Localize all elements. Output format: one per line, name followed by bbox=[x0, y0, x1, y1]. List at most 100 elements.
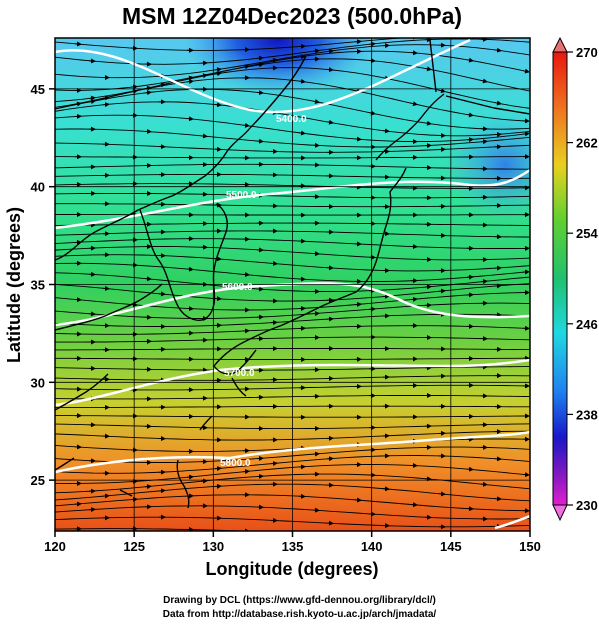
y-tick-label: 30 bbox=[31, 375, 45, 390]
streamline-arrow bbox=[480, 481, 488, 487]
cold-core bbox=[183, 38, 373, 95]
streamline-arrow bbox=[144, 90, 152, 96]
streamline-arrow bbox=[102, 102, 110, 108]
colorbar-tick-label: 230 bbox=[576, 498, 598, 513]
streamline-arrow bbox=[102, 493, 110, 499]
streamline-arrow bbox=[537, 92, 543, 93]
x-tick-label: 120 bbox=[44, 539, 66, 554]
streamline bbox=[55, 142, 530, 153]
contour-5700 bbox=[55, 358, 530, 407]
contour-labels: 5400.0 5500.0 5600.0 5700.0 5800.0 bbox=[220, 114, 307, 469]
streamline-arrow bbox=[382, 128, 390, 134]
colorbar-top-arrow bbox=[552, 36, 568, 53]
streamline-arrow bbox=[480, 139, 488, 145]
streamline-arrow bbox=[298, 130, 306, 136]
streamline bbox=[55, 262, 530, 282]
streamline bbox=[55, 366, 530, 371]
streamline-arrow bbox=[256, 138, 264, 144]
streamline-arrow bbox=[326, 48, 334, 54]
streamline bbox=[55, 415, 530, 418]
streamline-arrow bbox=[438, 288, 446, 294]
streamline bbox=[55, 38, 408, 51]
streamline bbox=[55, 173, 530, 179]
streamline bbox=[55, 230, 530, 238]
streamline-arrow bbox=[186, 75, 194, 81]
streamline bbox=[55, 58, 530, 102]
streamline-arrow bbox=[256, 90, 264, 96]
streamline-arrow bbox=[410, 50, 418, 56]
y-axis: 25 30 35 40 45 bbox=[31, 82, 55, 488]
streamline-arrow bbox=[270, 57, 278, 63]
streamline-arrow bbox=[424, 284, 432, 290]
streamline-arrow bbox=[326, 67, 334, 73]
colorbar-tick-label: 246 bbox=[576, 317, 598, 332]
streamline bbox=[55, 246, 530, 261]
streamline bbox=[55, 88, 530, 130]
streamline-arrow bbox=[312, 48, 320, 54]
streamline bbox=[55, 516, 530, 528]
coastlines bbox=[55, 39, 530, 509]
streamline-arrow bbox=[88, 99, 96, 105]
streamline-arrow bbox=[382, 486, 390, 492]
streamline-arrow bbox=[312, 99, 320, 104]
colorbar-tick-label: 262 bbox=[576, 136, 598, 151]
streamline-arrow bbox=[200, 133, 208, 139]
x-tick-label: 140 bbox=[361, 539, 383, 554]
streamline-arrow bbox=[214, 102, 222, 108]
streamline bbox=[55, 101, 530, 137]
streamline-arrow bbox=[256, 55, 264, 61]
contour-label-5800: 5800.0 bbox=[220, 458, 251, 469]
streamline-arrow bbox=[158, 82, 166, 88]
streamline-arrow bbox=[537, 136, 543, 137]
streamline bbox=[55, 50, 530, 91]
streamline bbox=[55, 203, 530, 208]
x-tick-label: 135 bbox=[282, 539, 304, 554]
streamline bbox=[55, 494, 530, 512]
streamline-arrow bbox=[158, 488, 166, 494]
streamline bbox=[55, 283, 530, 302]
streamline-arrow bbox=[74, 297, 82, 303]
streamline-arrow bbox=[200, 478, 208, 484]
streamline-arrow bbox=[522, 68, 530, 74]
streamline bbox=[55, 192, 530, 199]
streamline-arrow bbox=[270, 460, 278, 466]
streamline-arrow bbox=[480, 279, 488, 285]
streamline-arrow bbox=[424, 66, 432, 72]
contour-5500 bbox=[55, 168, 530, 230]
streamline-arrow bbox=[438, 491, 446, 497]
y-tick-label: 40 bbox=[31, 180, 45, 195]
contour-5600 bbox=[55, 282, 530, 327]
plot-area bbox=[55, 38, 543, 531]
streamline bbox=[55, 254, 530, 272]
streamline-arrow bbox=[298, 78, 306, 84]
streamline-arrow bbox=[494, 47, 502, 53]
streamline-arrow bbox=[102, 285, 110, 291]
streamline-arrow bbox=[354, 39, 362, 45]
streamline bbox=[55, 430, 530, 441]
streamline-arrow bbox=[522, 472, 530, 478]
x-tick-label: 150 bbox=[519, 539, 541, 554]
contour-label-5500: 5500.0 bbox=[226, 190, 257, 201]
streamline bbox=[55, 238, 530, 249]
streamline bbox=[55, 395, 530, 400]
y-tick-label: 35 bbox=[31, 278, 45, 293]
streamline bbox=[55, 375, 530, 381]
streamline-arrow bbox=[326, 119, 334, 125]
streamline bbox=[55, 38, 530, 65]
streamline bbox=[55, 222, 530, 226]
streamline bbox=[55, 357, 530, 360]
graticule bbox=[55, 38, 530, 531]
streamline-arrow bbox=[186, 79, 194, 85]
y-axis-label: Latitude (degrees) bbox=[4, 207, 24, 363]
streamline-arrow bbox=[537, 43, 543, 44]
height-contours bbox=[55, 38, 530, 530]
x-tick-label: 125 bbox=[123, 539, 145, 554]
streamline bbox=[55, 292, 530, 311]
cold-region-northeast bbox=[445, 110, 530, 220]
streamline bbox=[55, 128, 530, 148]
streamline bbox=[55, 528, 257, 531]
streamline-arrow bbox=[74, 41, 82, 47]
streamline-arrow bbox=[480, 78, 488, 84]
streamline bbox=[55, 325, 530, 335]
